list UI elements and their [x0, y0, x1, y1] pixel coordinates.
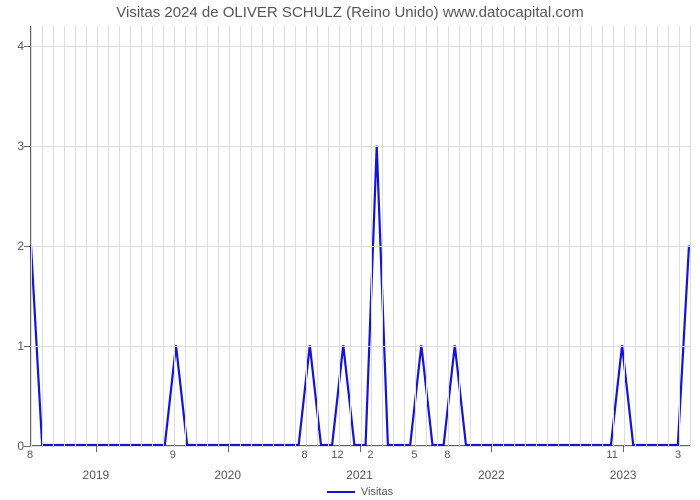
grid-line-v: [207, 26, 208, 446]
y-tick-mark: [24, 46, 30, 47]
grid-line-v: [75, 26, 76, 446]
x-point-label: 12: [331, 449, 343, 461]
grid-line-v: [306, 26, 307, 446]
grid-line-v: [119, 26, 120, 446]
y-tick-mark: [24, 146, 30, 147]
grid-line-v: [613, 26, 614, 446]
grid-line-v: [470, 26, 471, 446]
grid-line-v: [690, 26, 691, 446]
grid-line-v: [174, 26, 175, 446]
grid-line-v: [580, 26, 581, 446]
grid-line-v: [42, 26, 43, 446]
grid-line-v: [679, 26, 680, 446]
grid-line-v: [525, 26, 526, 446]
grid-line-h: [31, 446, 691, 447]
grid-line-v: [229, 26, 230, 446]
grid-line-v: [284, 26, 285, 446]
x-point-label: 3: [675, 449, 681, 461]
grid-line-v: [251, 26, 252, 446]
y-tick-mark: [24, 446, 30, 447]
grid-line-v: [459, 26, 460, 446]
grid-line-v: [163, 26, 164, 446]
y-tick-label: 2: [4, 239, 24, 253]
y-tick-mark: [24, 346, 30, 347]
grid-line-v: [415, 26, 416, 446]
x-point-label: 11: [606, 449, 617, 461]
grid-line-v: [635, 26, 636, 446]
grid-line-v: [646, 26, 647, 446]
grid-line-v: [97, 26, 98, 446]
grid-line-v: [108, 26, 109, 446]
x-point-label: 8: [27, 449, 33, 461]
x-year-tick: [491, 446, 492, 452]
grid-line-v: [481, 26, 482, 446]
x-year-label: 2019: [83, 468, 110, 482]
grid-line-v: [262, 26, 263, 446]
grid-line-v: [569, 26, 570, 446]
x-point-label: 8: [444, 449, 450, 461]
grid-line-v: [240, 26, 241, 446]
grid-line-v: [514, 26, 515, 446]
x-year-label: 2022: [478, 468, 505, 482]
grid-line-v: [404, 26, 405, 446]
grid-line-v: [492, 26, 493, 446]
x-point-label: 2: [367, 449, 373, 461]
x-year-label: 2023: [610, 468, 637, 482]
grid-line-v: [350, 26, 351, 446]
grid-line-v: [536, 26, 537, 446]
x-year-tick: [623, 446, 624, 452]
x-year-tick: [96, 446, 97, 452]
grid-line-v: [273, 26, 274, 446]
y-tick-mark: [24, 246, 30, 247]
grid-line-v: [371, 26, 372, 446]
grid-line-v: [602, 26, 603, 446]
grid-line-v: [218, 26, 219, 446]
grid-line-v: [328, 26, 329, 446]
x-point-label: 8: [302, 449, 308, 461]
x-year-label: 2020: [214, 468, 241, 482]
grid-line-v: [448, 26, 449, 446]
legend-swatch: [327, 491, 355, 493]
grid-line-v: [547, 26, 548, 446]
grid-line-v: [130, 26, 131, 446]
y-tick-label: 3: [4, 139, 24, 153]
grid-line-v: [31, 26, 32, 446]
chart-title: Visitas 2024 de OLIVER SCHULZ (Reino Uni…: [0, 4, 700, 21]
grid-line-v: [591, 26, 592, 446]
x-point-label: 9: [170, 449, 176, 461]
x-point-label: 5: [411, 449, 417, 461]
grid-line-v: [426, 26, 427, 446]
grid-line-v: [668, 26, 669, 446]
grid-line-v: [657, 26, 658, 446]
grid-line-v: [393, 26, 394, 446]
legend-label: Visitas: [361, 486, 393, 498]
grid-line-v: [295, 26, 296, 446]
grid-line-v: [558, 26, 559, 446]
grid-line-v: [152, 26, 153, 446]
x-year-label: 2021: [346, 468, 373, 482]
grid-line-v: [624, 26, 625, 446]
y-tick-label: 0: [4, 439, 24, 453]
x-year-tick: [228, 446, 229, 452]
grid-line-v: [503, 26, 504, 446]
grid-line-v: [437, 26, 438, 446]
chart-container: Visitas 2024 de OLIVER SCHULZ (Reino Uni…: [0, 0, 700, 500]
y-tick-label: 4: [4, 39, 24, 53]
grid-line-v: [86, 26, 87, 446]
plot-area: [30, 26, 690, 446]
grid-line-v: [361, 26, 362, 446]
grid-line-v: [53, 26, 54, 446]
grid-line-v: [317, 26, 318, 446]
y-tick-label: 1: [4, 339, 24, 353]
grid-line-v: [185, 26, 186, 446]
x-year-tick: [360, 446, 361, 452]
grid-line-v: [141, 26, 142, 446]
grid-line-v: [64, 26, 65, 446]
grid-line-v: [196, 26, 197, 446]
grid-line-v: [339, 26, 340, 446]
legend: Visitas: [30, 486, 690, 498]
grid-line-v: [382, 26, 383, 446]
